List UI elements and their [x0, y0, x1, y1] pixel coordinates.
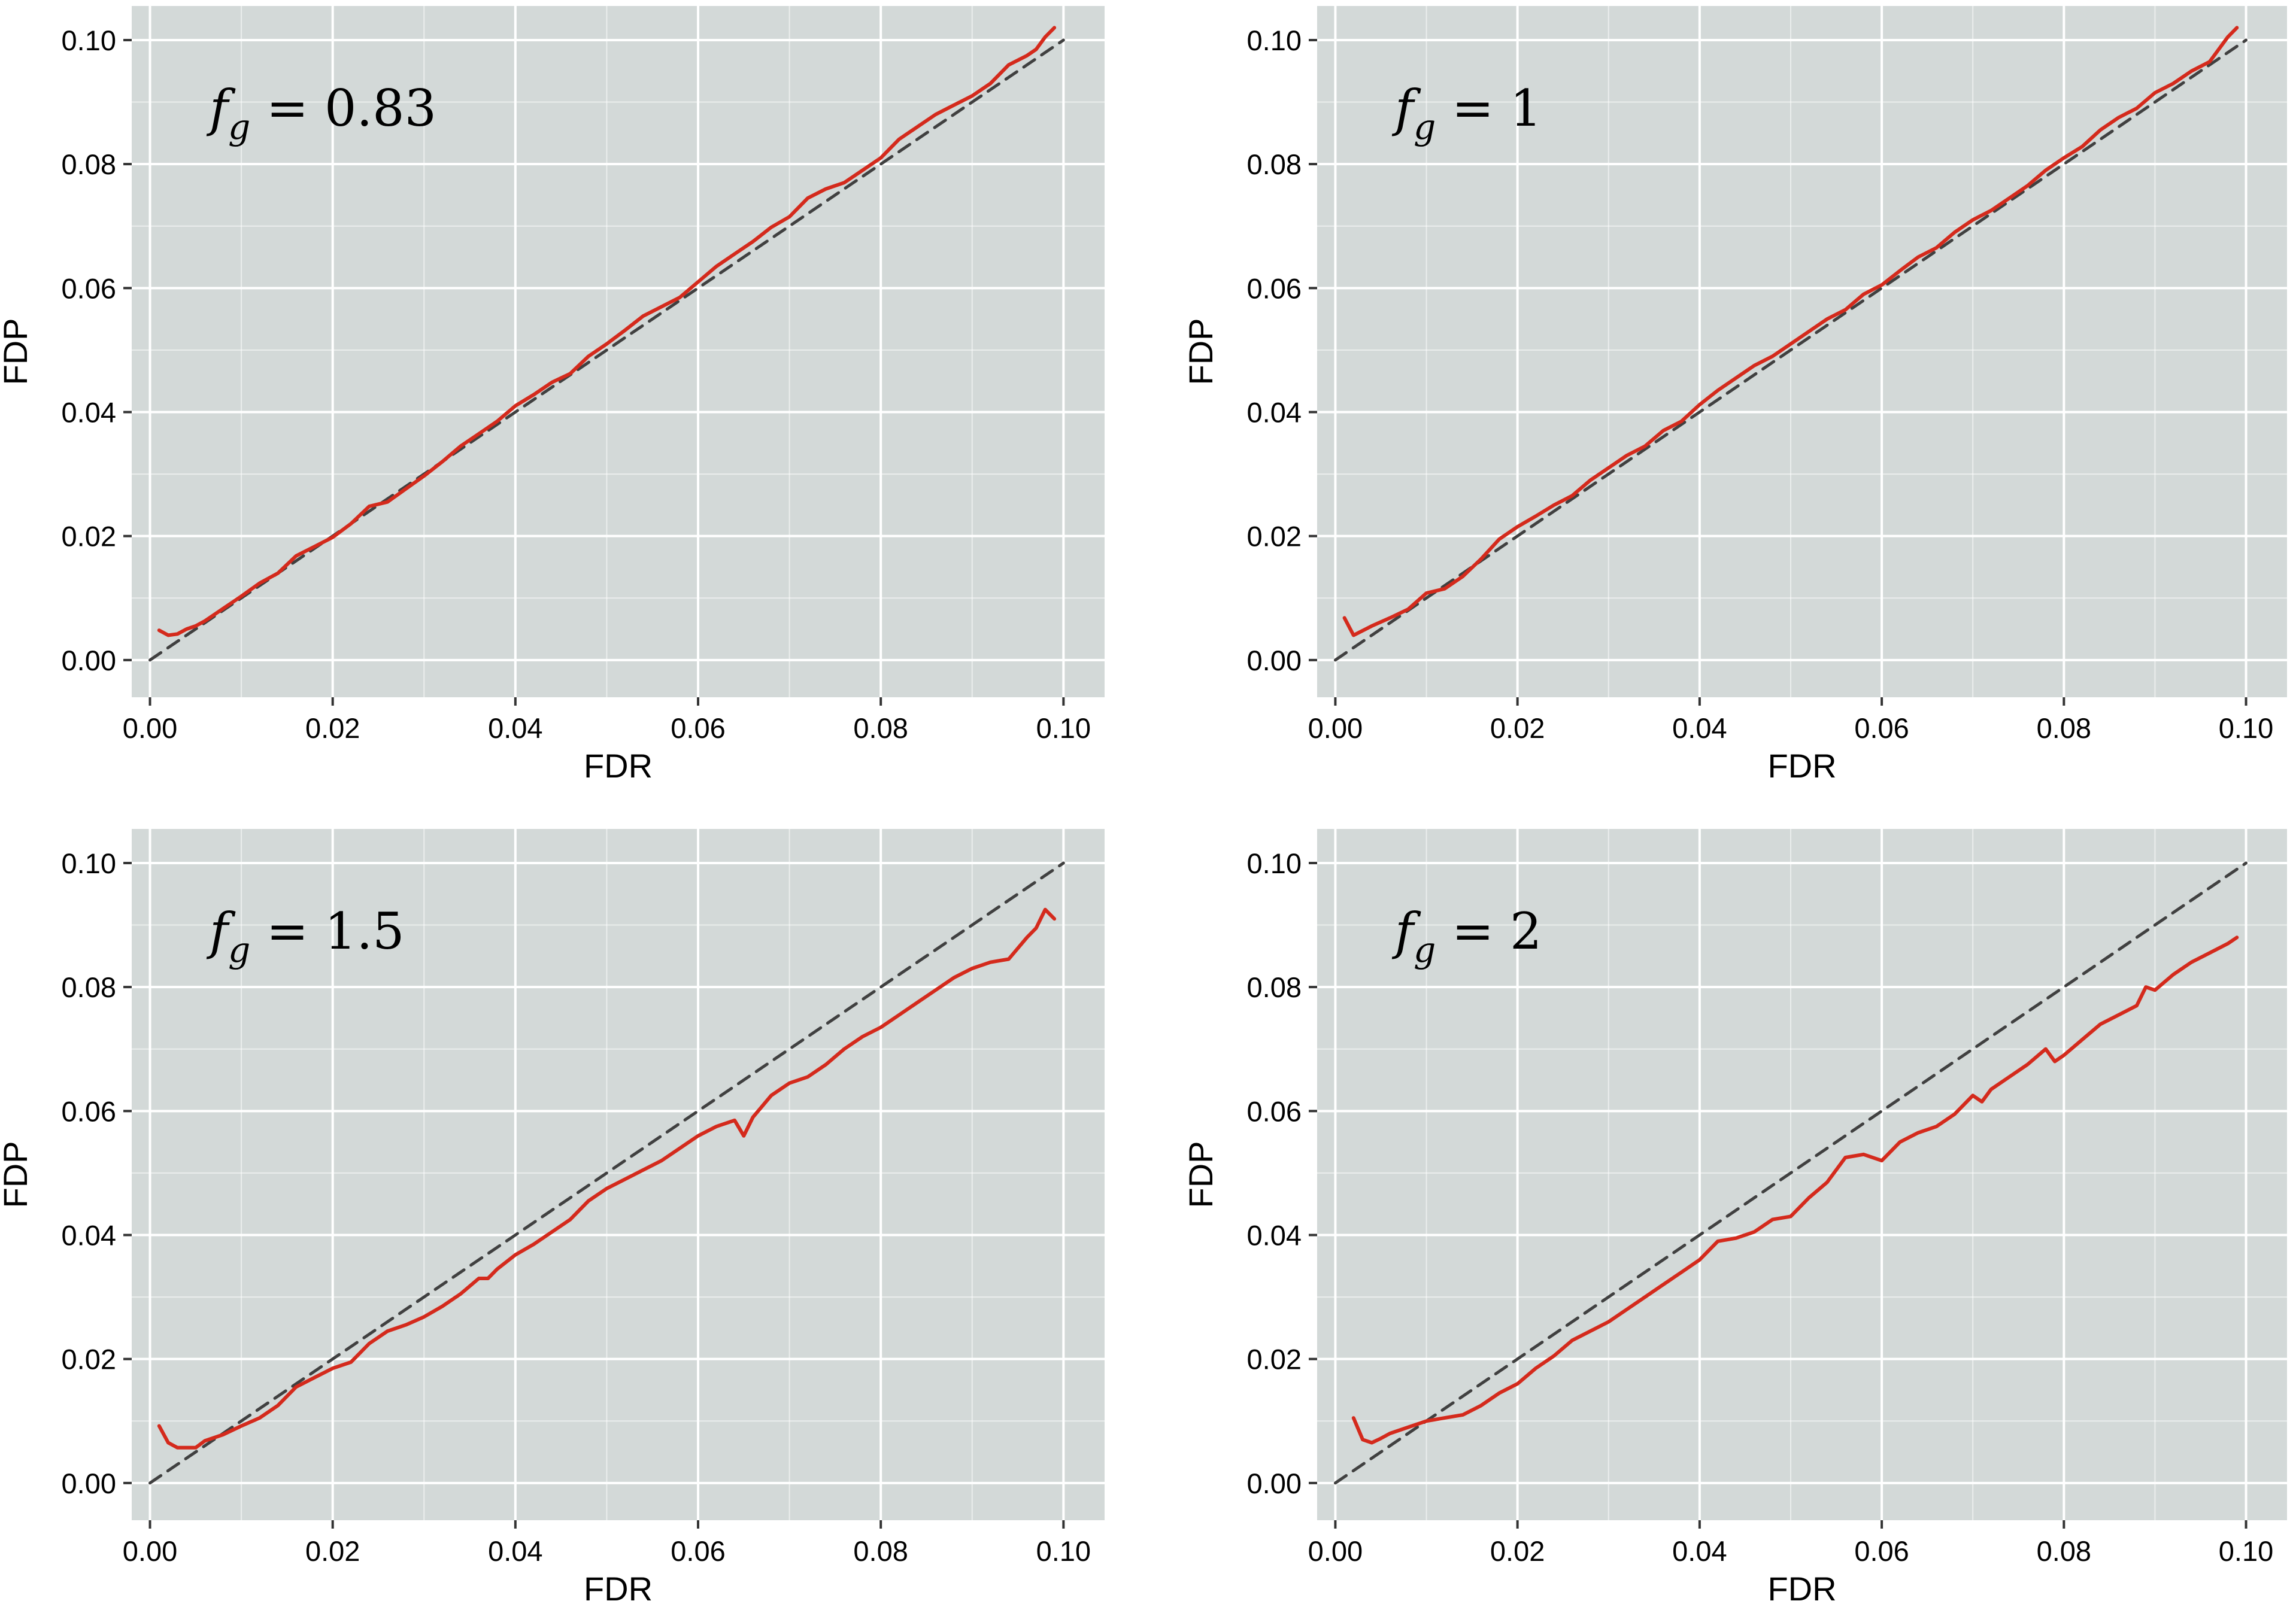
y-tick-label: 0.10 [1247, 847, 1302, 879]
reference-line [148, 38, 1065, 662]
y-tick-label: 0.08 [62, 148, 116, 180]
y-tick-label: 0.00 [1247, 645, 1302, 676]
annotation-label: fg = 1.5 [206, 902, 405, 970]
y-tick-label: 0.04 [1247, 396, 1302, 428]
x-tick-label: 0.06 [1854, 1535, 1909, 1567]
fdp-series-line [1351, 935, 2239, 1445]
annotation-subscript: g [1414, 929, 1436, 970]
x-tick-label: 0.00 [1308, 1535, 1363, 1567]
y-tick-label: 0.02 [62, 1344, 116, 1375]
fdp-series-line [157, 26, 1057, 637]
y-tick-label: 0.10 [62, 847, 116, 879]
y-tick-label: 0.04 [62, 1219, 116, 1251]
y-tick-label: 0.08 [1247, 971, 1302, 1003]
x-axis-title: FDR [584, 747, 653, 785]
x-tick-label: 0.00 [123, 1535, 177, 1567]
x-tick-label: 0.10 [1036, 712, 1091, 744]
y-tick-label: 0.02 [62, 521, 116, 552]
y-tick-label: 0.08 [62, 971, 116, 1003]
y-tick-label: 0.04 [1247, 1219, 1302, 1251]
annotation-value: = 2 [1436, 902, 1542, 961]
reference-line [1333, 861, 2248, 1485]
x-tick-label: 0.02 [305, 1535, 360, 1567]
x-tick-label: 0.02 [1490, 712, 1545, 744]
x-tick-label: 0.02 [305, 712, 360, 744]
x-tick-label: 0.06 [671, 712, 725, 744]
x-axis-title: FDR [1767, 1570, 1836, 1607]
y-tick-label: 0.02 [1247, 521, 1302, 552]
x-tick-label: 0.00 [123, 712, 177, 744]
x-tick-label: 0.08 [853, 712, 908, 744]
y-axis-title: FDP [1182, 318, 1220, 385]
x-tick-label: 0.04 [1672, 712, 1727, 744]
y-axis-title: FDP [1182, 1141, 1220, 1208]
annotation-value: = 1.5 [250, 902, 404, 961]
x-tick-label: 0.04 [1672, 1535, 1727, 1567]
x-axis-title: FDR [1767, 747, 1836, 785]
fdp-series-line [157, 907, 1057, 1450]
annotation-value: = 1 [1436, 79, 1542, 138]
y-tick-label: 0.08 [1247, 148, 1302, 180]
y-tick-label: 0.06 [1247, 1095, 1302, 1127]
y-axis-title: FDP [0, 1141, 34, 1208]
y-tick-label: 0.10 [62, 25, 116, 56]
chart-panel: 0.00 0.02 0.04 0.06 0.08 0.10 0.00 0.02 0.04 0.06… [0, 829, 1105, 1607]
annotation-subscript: g [228, 929, 250, 970]
annotation-label: fg = 2 [1391, 902, 1542, 970]
annotation-subscript: g [1414, 107, 1436, 147]
y-tick-label: 0.06 [62, 272, 116, 304]
chart-panel: 0.00 0.02 0.04 0.06 0.08 0.10 0.00 0.02 0.04 0.06… [1182, 829, 2287, 1607]
fdp-series-line [1342, 26, 2239, 637]
x-tick-label: 0.06 [1854, 712, 1909, 744]
x-tick-label: 0.04 [488, 712, 542, 744]
annotation-value: = 0.83 [250, 79, 436, 138]
chart-panel: 0.00 0.02 0.04 0.06 0.08 0.10 0.00 0.02 0.04 0.06… [1182, 6, 2287, 785]
y-tick-label: 0.00 [1247, 1468, 1302, 1499]
y-tick-label: 0.00 [62, 1468, 116, 1499]
chart-panel: 0.00 0.02 0.04 0.06 0.08 0.10 0.00 0.02 0.04 0.06… [0, 6, 1105, 785]
reference-line [148, 861, 1065, 1485]
x-tick-label: 0.10 [1036, 1535, 1091, 1567]
reference-line [1333, 38, 2248, 662]
x-tick-label: 0.06 [671, 1535, 725, 1567]
x-axis-title: FDR [584, 1570, 653, 1607]
y-tick-label: 0.06 [1247, 272, 1302, 304]
x-tick-label: 0.08 [853, 1535, 908, 1567]
y-tick-label: 0.04 [62, 396, 116, 428]
x-tick-label: 0.04 [488, 1535, 542, 1567]
y-tick-label: 0.06 [62, 1095, 116, 1127]
x-tick-label: 0.02 [1490, 1535, 1545, 1567]
x-tick-label: 0.10 [2219, 1535, 2273, 1567]
y-tick-label: 0.02 [1247, 1344, 1302, 1375]
y-tick-label: 0.00 [62, 645, 116, 676]
x-tick-label: 0.00 [1308, 712, 1363, 744]
x-tick-label: 0.08 [2037, 712, 2091, 744]
x-tick-label: 0.10 [2219, 712, 2273, 744]
y-axis-title: FDP [0, 318, 34, 385]
annotation-subscript: g [228, 107, 250, 147]
y-tick-label: 0.10 [1247, 25, 1302, 56]
x-tick-label: 0.08 [2037, 1535, 2091, 1567]
